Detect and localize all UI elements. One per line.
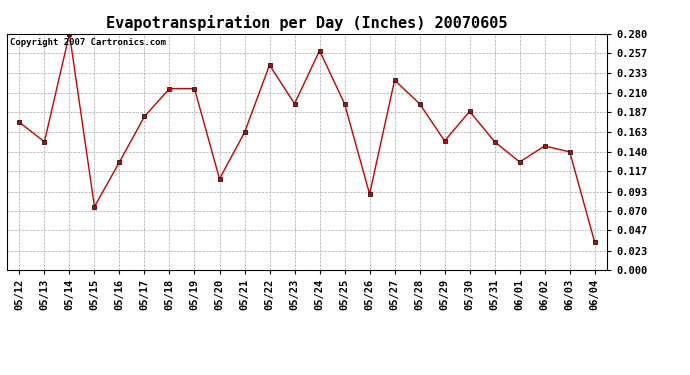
Text: Copyright 2007 Cartronics.com: Copyright 2007 Cartronics.com: [10, 39, 166, 48]
Title: Evapotranspiration per Day (Inches) 20070605: Evapotranspiration per Day (Inches) 2007…: [106, 15, 508, 31]
